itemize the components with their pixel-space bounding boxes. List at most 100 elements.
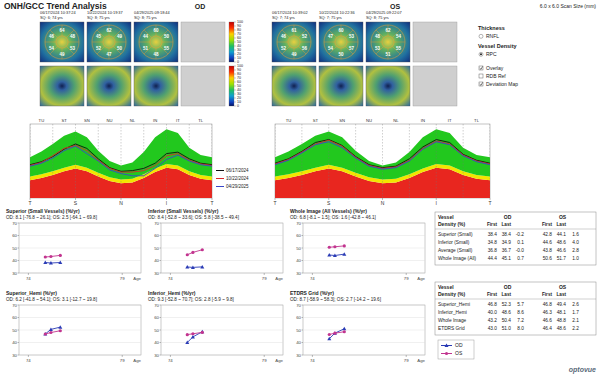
x-tick — [170, 273, 171, 275]
grid-line — [19, 260, 141, 261]
data-point — [327, 337, 331, 341]
color-tick — [234, 66, 236, 67]
y-tick-label: 70 — [12, 303, 17, 308]
sector-value: 44 — [143, 34, 149, 39]
logo: optovue — [569, 366, 596, 374]
radio-dot — [480, 53, 482, 55]
x-tick-label: 79 — [120, 276, 125, 281]
table-subheader: First — [487, 222, 497, 227]
grid-line — [19, 248, 141, 249]
y-tick — [160, 235, 162, 236]
onh-grid — [144, 46, 152, 54]
table-cell: 36.7 — [502, 248, 512, 253]
grid-line — [19, 223, 141, 224]
checkbox[interactable] — [479, 66, 483, 70]
grid-line — [303, 317, 425, 318]
color-tick — [234, 26, 236, 27]
onh-grid — [92, 42, 103, 43]
onh-grid — [115, 42, 126, 43]
table-cell: 48.6 — [502, 310, 512, 315]
sector-label: ST — [61, 118, 67, 123]
sector-label: SN — [84, 118, 90, 123]
radio[interactable] — [479, 34, 483, 38]
x-tick-label: T — [273, 200, 276, 206]
table-subheader: First — [542, 222, 552, 227]
x-axis-label: Age — [133, 358, 141, 363]
sector-value: 55 — [396, 46, 402, 51]
table-cell: 51.0 — [502, 326, 512, 331]
table-rule — [435, 299, 596, 300]
check — [480, 66, 483, 69]
color-bar — [229, 66, 234, 106]
x-tick-label: T — [28, 200, 31, 206]
onh-grid — [282, 46, 290, 54]
table-cell: 38.4 — [488, 232, 498, 237]
table-cell: 52.3 — [502, 302, 512, 307]
checkbox[interactable] — [479, 82, 483, 86]
legend-label: OD — [455, 342, 463, 348]
chart-subtitle: OD: 6.2 [-41.8 ~ 54.1]; OS: 3.1 [-12.7 ~… — [6, 297, 97, 302]
color-tick — [234, 98, 236, 99]
sector-value: 53 — [375, 46, 381, 51]
y-tick-label: 30 — [296, 353, 301, 358]
y-tick — [160, 260, 162, 261]
empty-slot — [413, 22, 457, 62]
data-point — [445, 352, 448, 355]
onh-grid — [50, 46, 58, 54]
onh-grid — [347, 42, 358, 43]
y-tick — [160, 342, 162, 343]
scan-image — [87, 22, 131, 62]
onh-grid — [97, 30, 105, 38]
onh-grid — [329, 30, 337, 38]
scan-image — [366, 22, 410, 62]
sector-value: 53 — [349, 34, 355, 39]
data-point — [186, 333, 189, 336]
table-header: OS — [559, 214, 567, 220]
y-tick — [18, 235, 20, 236]
sector-value: 52 — [302, 34, 308, 39]
data-point — [185, 341, 189, 345]
y-tick — [302, 223, 304, 224]
color-tick — [234, 106, 236, 107]
scan-image — [40, 66, 84, 106]
sector-grid — [301, 124, 302, 198]
onh-grid — [282, 30, 290, 38]
color-tick — [234, 34, 236, 35]
checkbox[interactable] — [479, 74, 483, 78]
data-point — [59, 254, 62, 257]
plot-area — [43, 254, 62, 265]
chart-subtitle: OD: 6.8 [-8.1 ~ 1.5]; OS: 1.6 [-42.8 ~ 4… — [290, 215, 376, 220]
table-cell: 5.7 — [517, 302, 524, 307]
table-cell: 1.7 — [572, 310, 579, 315]
onh-grid — [382, 36, 394, 48]
table-cell: 50.4 — [502, 318, 512, 323]
y-tick — [18, 248, 20, 249]
sector-value: 64 — [59, 28, 65, 33]
sector-grid — [463, 124, 464, 198]
data-point — [201, 248, 204, 251]
table-header: OS — [559, 284, 567, 290]
data-point — [185, 265, 189, 269]
onh-grid — [45, 42, 56, 43]
legend-label: 06/17/2024 — [226, 168, 249, 173]
y-tick-label: 70 — [296, 221, 301, 226]
sector-value: 51 — [143, 46, 149, 51]
onh-grid — [68, 42, 79, 43]
grid-line — [161, 317, 283, 318]
trend-line — [45, 327, 60, 334]
grid-line — [303, 260, 425, 261]
legend-swatch — [216, 170, 224, 171]
legend-label: 10/22/2024 — [226, 176, 249, 181]
table-cell: 2.6 — [572, 302, 579, 307]
tsnit-line — [30, 144, 212, 171]
table-cell: 36.8 — [488, 248, 498, 253]
y-tick-label: 40 — [154, 340, 159, 345]
grid-line — [19, 317, 141, 318]
data-point — [342, 327, 346, 331]
radio[interactable] — [479, 52, 483, 56]
table-cell: 44.1 — [557, 232, 567, 237]
grid-line — [161, 260, 283, 261]
table-cell: 44.6 — [543, 240, 553, 245]
sector-grid — [490, 124, 491, 198]
y-tick — [160, 273, 162, 274]
